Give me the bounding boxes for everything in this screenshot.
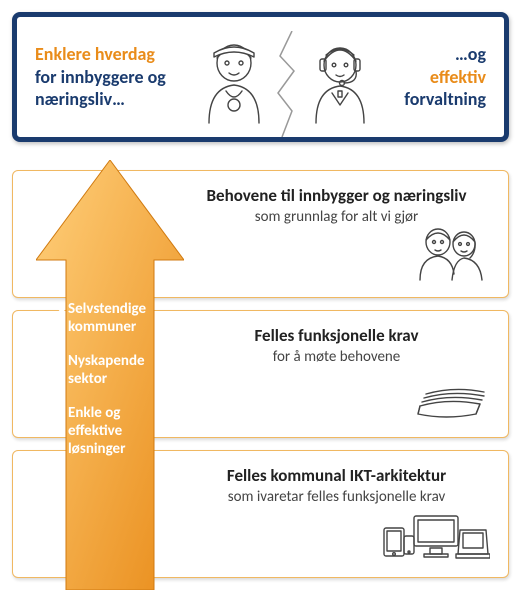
card-subtitle: for å møte behovene (183, 348, 490, 366)
top-left-text: Enklere hverdag for innbyggere og næring… (35, 43, 185, 111)
divider-zigzag-icon (272, 31, 302, 137)
card-title: Behovene til innbygger og næringsliv (183, 185, 490, 206)
operator-icon (300, 33, 380, 128)
devices-icon (380, 512, 490, 567)
top-right-line3: forvaltning (376, 88, 486, 111)
card-subtitle: som ivaretar felles funksjonelle krav (183, 488, 490, 506)
card-title: Felles funksjonelle krav (183, 325, 490, 346)
people-icon (412, 222, 490, 287)
arrow-bullet: Enkle og effektive løsninger (58, 404, 173, 458)
top-goal-box: Enklere hverdag for innbyggere og næring… (12, 12, 509, 142)
top-right-line2: effektiv (376, 66, 486, 89)
arrow-bullet: Nyskapende sektor (58, 352, 173, 388)
top-right-text: …og effektiv forvaltning (376, 43, 486, 111)
top-center-illustration (192, 27, 382, 137)
arrow-bullet: Selvstendige kommuner (58, 300, 173, 336)
citizen-icon (194, 33, 274, 128)
arrow-bullet-list: Selvstendige kommuner Nyskapende sektor En… (58, 300, 173, 474)
top-left-line2: for innbyggere og næringsliv… (35, 66, 185, 111)
upward-arrow: Selvstendige kommuner Nyskapende sektor En… (36, 160, 184, 590)
top-left-line1: Enklere hverdag (35, 43, 185, 66)
documents-icon (410, 370, 490, 427)
top-right-line1: …og (376, 43, 486, 66)
card-title: Felles kommunal IKT-arkitektur (183, 465, 490, 486)
